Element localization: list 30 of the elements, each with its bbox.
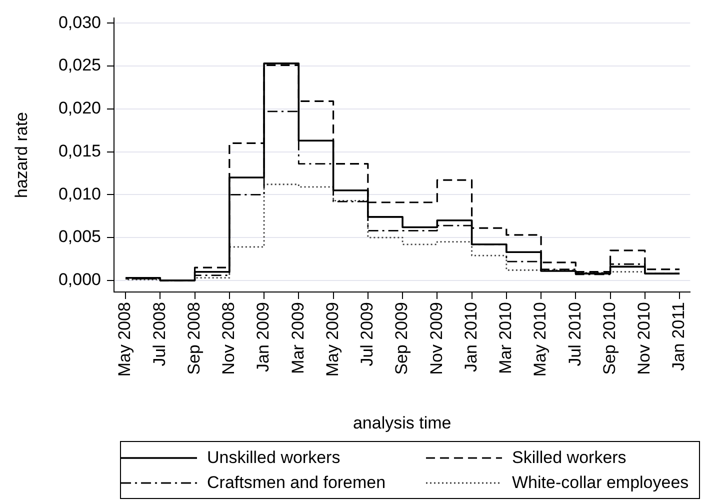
y-axis-title: hazard rate [12, 112, 31, 198]
y-tick-label: 0,030 [58, 12, 101, 32]
x-tick-label: May 2010 [530, 302, 550, 377]
x-tick-label: Sep 2010 [600, 302, 619, 375]
y-tick-label: 0,025 [58, 56, 101, 75]
legend-label: Skilled workers [512, 448, 626, 468]
x-tick-label: Nov 2010 [634, 302, 654, 375]
x-tick-label: Sep 2008 [184, 302, 204, 375]
legend-label: White-collar employees [512, 472, 689, 492]
x-tick-label: Jan 2009 [254, 302, 273, 372]
x-tick-label: Nov 2008 [219, 302, 238, 375]
y-tick-label: 0,010 [58, 184, 101, 204]
x-tick-label: Mar 2010 [496, 302, 516, 374]
x-tick-label: Nov 2009 [426, 302, 446, 375]
x-tick-label: May 2009 [322, 302, 342, 377]
x-tick-label: Jul 2009 [358, 302, 377, 366]
y-tick-label: 0,015 [58, 141, 101, 160]
x-tick-label: Jul 2010 [565, 302, 584, 366]
x-axis-title: analysis time [352, 413, 452, 432]
y-tick-label: 0,000 [58, 270, 101, 290]
x-tick-label: Jan 2011 [669, 302, 688, 371]
legend-label: Unskilled workers [207, 448, 340, 468]
x-tick-label: Jan 2010 [461, 302, 480, 372]
legend-label: Craftsmen and foremen [207, 472, 386, 492]
x-tick-label: Sep 2009 [392, 302, 412, 375]
x-tick-label: Jul 2008 [150, 302, 169, 366]
y-tick-label: 0,005 [58, 227, 101, 246]
x-tick-label: Mar 2009 [288, 302, 308, 374]
x-tick-label: May 2008 [115, 302, 134, 377]
y-tick-label: 0,020 [58, 98, 101, 118]
